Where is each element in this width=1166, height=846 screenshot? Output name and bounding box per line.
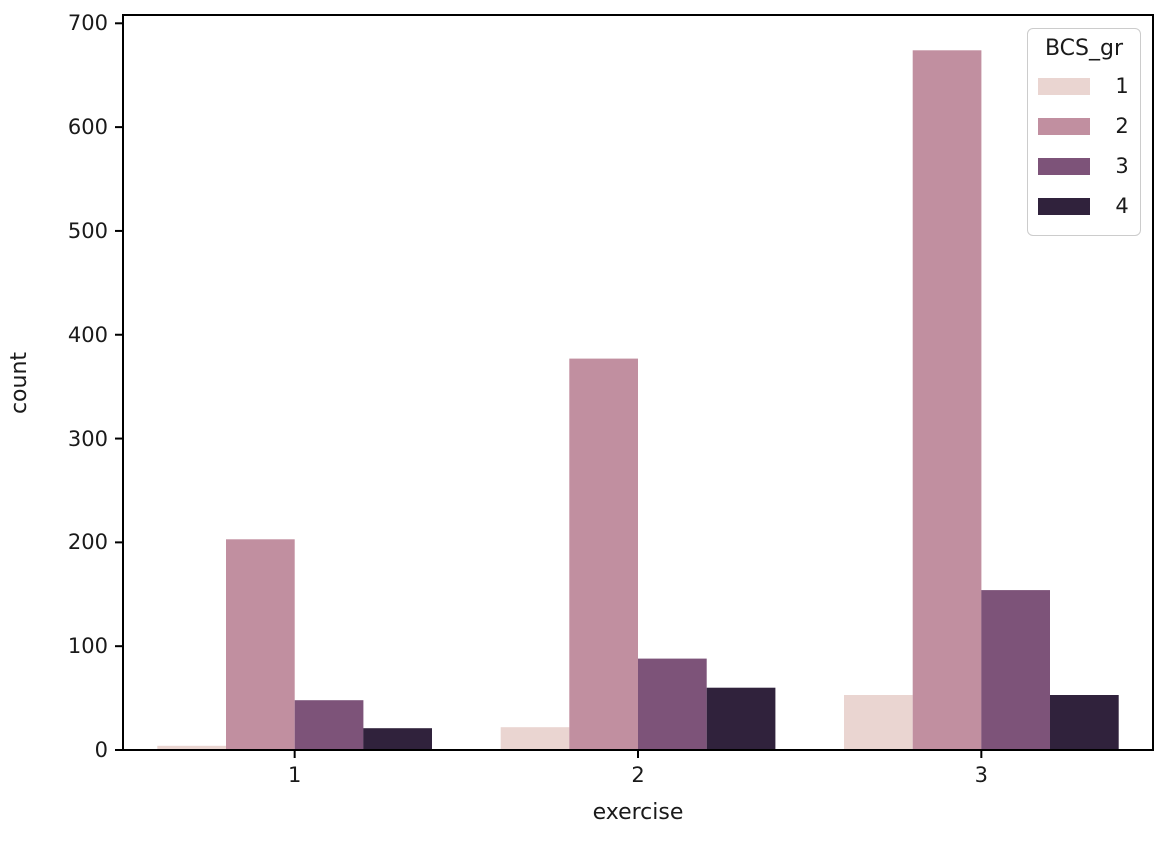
legend-entry-1: 1 <box>1038 66 1130 106</box>
legend-title: BCS_gr <box>1044 36 1124 61</box>
bar-exercise1-bcs1 <box>157 745 226 750</box>
x-axis-label: exercise <box>592 800 684 825</box>
y-tick-label: 700 <box>67 11 108 36</box>
bar-exercise3-bcs1 <box>844 695 913 750</box>
legend-entry-2: 2 <box>1038 106 1130 146</box>
y-tick-label: 0 <box>94 738 108 762</box>
bar-exercise3-bcs4 <box>1050 695 1119 750</box>
legend-swatch-icon <box>1038 77 1090 95</box>
legend-entry-label: 1 <box>1115 74 1129 99</box>
x-tick-label: 3 <box>974 763 989 787</box>
legend-entry-4: 4 <box>1038 186 1130 226</box>
bar-exercise1-bcs4 <box>363 728 432 750</box>
y-axis-label: count <box>7 351 32 414</box>
bar-exercise3-bcs3 <box>981 590 1050 750</box>
legend-swatch-icon <box>1038 117 1090 135</box>
bar-exercise3-bcs2 <box>912 50 982 751</box>
bar-exercise2-bcs4 <box>706 687 776 750</box>
legend-swatch-icon <box>1038 157 1090 175</box>
legend-entries: 1 2 3 4 <box>1038 66 1130 226</box>
legend-entry-label: 4 <box>1115 194 1129 219</box>
y-tick-label: 200 <box>67 530 108 555</box>
y-tick-label: 300 <box>67 426 108 451</box>
legend-entry-3: 3 <box>1038 146 1130 186</box>
y-tick-label: 100 <box>67 634 108 659</box>
bar-exercise1-bcs2 <box>226 539 295 750</box>
x-tick-label: 2 <box>631 763 645 787</box>
bar-exercise2-bcs2 <box>569 358 638 750</box>
bar-exercise2-bcs1 <box>500 727 570 750</box>
legend-entry-label: 2 <box>1115 114 1129 139</box>
legend-swatch-icon <box>1038 197 1090 215</box>
legend-entry-label: 3 <box>1115 154 1129 179</box>
y-tick-label: 400 <box>67 322 108 347</box>
x-tick-label: 1 <box>287 763 302 787</box>
bar-exercise2-bcs3 <box>638 658 707 750</box>
bar-exercise1-bcs3 <box>294 700 364 750</box>
y-tick-label: 500 <box>67 218 108 243</box>
legend: BCS_gr 1 2 3 4 <box>1027 28 1141 237</box>
y-tick-label: 600 <box>67 115 108 140</box>
